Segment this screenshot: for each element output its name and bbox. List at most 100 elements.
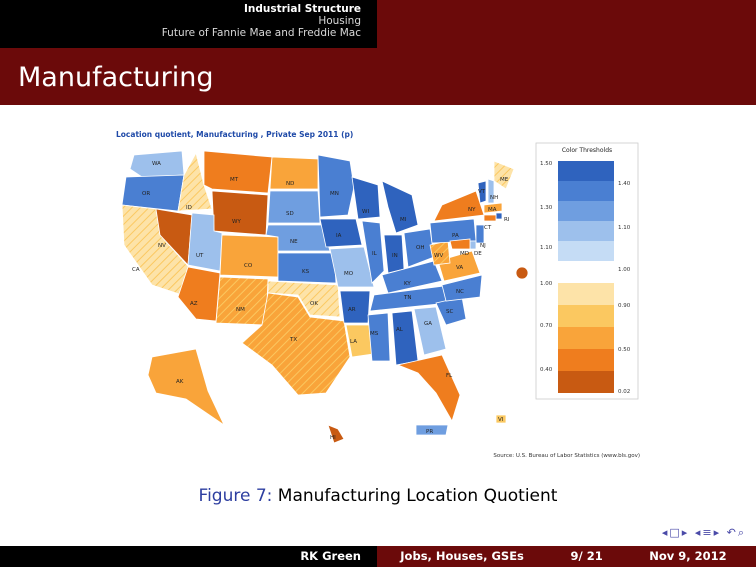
legend-bottom-axis-2: 0.40 [540,367,553,373]
state-ak[interactable] [147,348,225,427]
label-nv: NV [158,243,166,249]
search-icon[interactable]: ⌕ [737,526,746,539]
nav-next-section-icon[interactable]: ▸ [713,526,722,539]
state-ny[interactable] [433,190,485,222]
label-ak: AK [176,379,184,385]
states-layer [121,150,529,444]
state-nj[interactable] [475,224,485,244]
section-nav: Industrial Structure Housing Future of F… [162,3,361,39]
legend-top-side-1: 1.10 [618,225,631,231]
state-mi[interactable] [381,180,419,234]
label-wa: WA [152,161,161,167]
label-la: LA [350,339,357,345]
state-ri[interactable] [495,212,503,220]
legend-top-swatch-4 [558,241,614,261]
label-vt: VT [478,189,486,195]
state-labels: WA OR CA ID NV MT WY UT AZ CO NM ND SD N… [132,161,510,441]
nav-prev-section-icon[interactable]: ◂ [694,526,703,539]
state-nh[interactable] [487,178,495,204]
state-mt[interactable] [203,150,273,194]
legend-bottom-swatch-0 [558,283,614,305]
label-ks: KS [302,269,310,275]
state-pr[interactable] [415,424,449,436]
state-ar[interactable] [339,290,371,324]
state-co[interactable] [219,234,279,278]
state-ms[interactable] [367,312,391,362]
label-hi: HI [330,435,336,441]
footer-short-title: Jobs, Houses, GSEs [400,549,524,563]
state-wi[interactable] [351,176,381,220]
label-nm: NM [236,307,245,313]
nav-item-housing[interactable]: Housing [318,15,361,27]
state-al[interactable] [391,310,419,366]
nav-next-icon[interactable]: ▸ [681,526,690,539]
state-nm[interactable] [215,276,269,326]
label-ct: CT [484,225,492,231]
frame-icon[interactable]: □ [669,526,682,539]
state-vt[interactable] [477,180,487,204]
state-id[interactable] [177,151,213,212]
state-nc[interactable] [441,274,483,302]
label-mt: MT [230,177,239,183]
state-fl[interactable] [396,354,461,423]
legend-title: Color Thresholds [562,147,612,154]
label-mo: MO [344,271,354,277]
state-hi[interactable] [327,424,345,444]
legend-bottom-side-1: 0.50 [618,347,631,353]
state-az[interactable] [177,266,221,322]
state-il[interactable] [361,220,385,284]
state-or[interactable] [121,174,185,212]
legend-bottom-side-0: 0.90 [618,303,631,309]
state-ky[interactable] [381,260,443,294]
label-ky: KY [404,281,411,287]
map-title: Location quotient, Manufacturing , Priva… [116,130,353,139]
label-md: MD [460,251,469,257]
legend-bottom-swatch-1 [558,305,614,327]
state-ks[interactable] [277,252,337,284]
state-me[interactable] [493,160,515,190]
footer-right: Jobs, Houses, GSEs 9/ 21 Nov 9, 2012 [377,546,756,567]
state-tx[interactable] [241,292,351,396]
state-ga[interactable] [413,306,447,356]
state-md[interactable] [449,238,471,250]
label-oh: OH [416,245,424,251]
state-mo[interactable] [329,246,375,288]
label-az: AZ [190,301,198,307]
state-ut[interactable] [187,212,223,272]
legend-top-side-2: 1.00 [618,267,631,273]
state-sd[interactable] [267,190,321,224]
legend-bottom-axis-1: 0.70 [540,323,553,329]
nav-back-icon[interactable]: ↶ [726,526,738,539]
label-tn: TN [403,295,411,301]
nav-prev-icon[interactable]: ◂ [661,526,670,539]
legend-top-axis-1: 1.30 [540,205,553,211]
legend-bottom-axis-0: 1.00 [540,281,553,287]
header-right-band [377,0,756,48]
label-fl: FL [446,373,453,379]
nav-item-industrial-structure[interactable]: Industrial Structure [243,3,361,15]
legend-top-swatch-1 [558,181,614,201]
state-de[interactable] [469,240,477,250]
section-icon[interactable]: ≡ [702,526,714,539]
state-wy[interactable] [211,190,269,236]
label-ia: IA [336,233,342,239]
legend-bottom-swatch-3 [558,349,614,371]
state-nd[interactable] [269,156,319,190]
label-mn: MN [330,191,339,197]
state-ma[interactable] [483,202,503,214]
label-ma: MA [488,207,497,213]
state-ct[interactable] [483,214,497,222]
state-dc[interactable] [515,266,529,280]
nav-item-future-gse[interactable]: Future of Fannie Mae and Freddie Mac [161,27,361,39]
color-thresholds-legend: Color Thresholds 1.50 1.30 1.10 1.40 1.1… [535,142,639,400]
state-vi[interactable] [495,414,507,424]
beamer-navigation[interactable]: ◂□▸ ◂≡▸ ↶⌕ [662,526,746,540]
label-ga: GA [424,321,432,327]
label-vi: VI [498,417,504,423]
state-mn[interactable] [317,154,355,218]
map-source: Source: U.S. Bureau of Labor Statistics … [493,453,640,459]
state-ia[interactable] [319,218,363,248]
label-id: ID [186,205,192,211]
label-pr: PR [426,429,433,435]
legend-bottom-swatch-4 [558,371,614,393]
